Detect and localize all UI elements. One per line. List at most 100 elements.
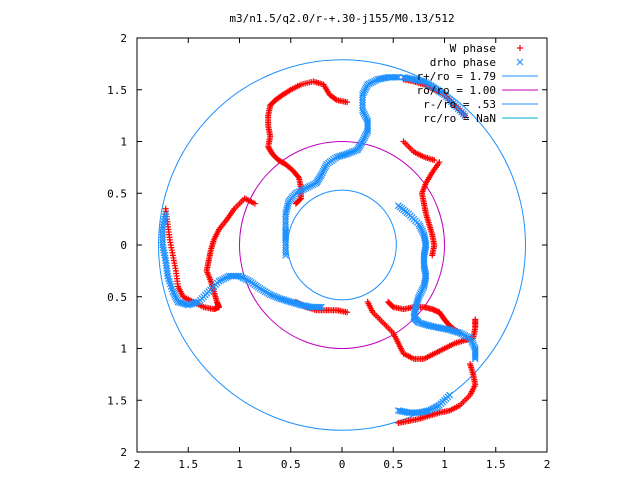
drho-phase-point bbox=[401, 74, 409, 82]
drho-phase-point bbox=[360, 134, 368, 142]
drho-phase-point bbox=[400, 73, 407, 81]
drho-phase-point bbox=[362, 84, 370, 92]
drho-phase-point bbox=[159, 241, 167, 249]
x-tick-label: 0.5 bbox=[383, 458, 403, 471]
drho-phase-point bbox=[359, 108, 367, 116]
drho-phase-point bbox=[359, 91, 366, 99]
drho-phase-point bbox=[360, 110, 368, 118]
drho-phase-point bbox=[416, 222, 424, 230]
drho-phase-point bbox=[417, 289, 425, 297]
drho-phase-point bbox=[360, 88, 368, 95]
x-tick-label: 1 bbox=[236, 458, 243, 471]
drho-phase-point bbox=[283, 204, 291, 212]
w-phase-point bbox=[395, 420, 402, 427]
legend-label: drho phase bbox=[430, 56, 496, 69]
y-tick-label: 1 bbox=[120, 136, 127, 149]
drho-phase-point bbox=[282, 238, 290, 246]
drho-phase-point bbox=[285, 198, 293, 205]
radius-circle bbox=[239, 141, 445, 349]
drho-phase-point bbox=[418, 288, 425, 295]
x-tick-label: 1 bbox=[441, 458, 448, 471]
w-phase-point bbox=[344, 309, 351, 316]
drho-phase-point bbox=[160, 220, 168, 228]
drho-phase-point bbox=[396, 407, 404, 415]
drho-phase-point bbox=[268, 291, 276, 299]
drho-phase-point bbox=[282, 246, 290, 254]
drho-phase-point bbox=[469, 339, 477, 347]
w-phase-point bbox=[431, 157, 438, 164]
y-tick-label: 0.5 bbox=[107, 291, 127, 304]
y-tick-label: 0 bbox=[120, 239, 127, 252]
drho-phase-point bbox=[418, 226, 425, 233]
drho-phase-point bbox=[159, 236, 167, 244]
x-tick-label: 2 bbox=[134, 458, 141, 471]
w-phase-point bbox=[472, 316, 479, 323]
drho-phase-point bbox=[282, 251, 290, 259]
drho-phase-point bbox=[172, 295, 180, 302]
w-phase-point bbox=[162, 205, 169, 212]
drho-phase-point bbox=[173, 296, 181, 304]
w-phase-point bbox=[429, 252, 436, 259]
drho-phase-point bbox=[161, 254, 169, 262]
drho-phase-point bbox=[321, 164, 329, 172]
drho-phase-point bbox=[282, 244, 290, 252]
drho-phase-point bbox=[160, 218, 168, 226]
drho-phase-point bbox=[359, 99, 366, 107]
drho-phase-point bbox=[466, 334, 474, 342]
drho-phase-point bbox=[282, 241, 290, 249]
drho-phase-point bbox=[170, 289, 178, 297]
drho-phase-point bbox=[335, 153, 343, 160]
drho-phase-point bbox=[420, 282, 428, 290]
series-layer bbox=[159, 73, 479, 427]
drho-phase-point bbox=[319, 167, 327, 175]
drho-phase-point bbox=[161, 251, 169, 259]
y-tick-label: 2 bbox=[120, 32, 127, 45]
drho-phase-point bbox=[419, 284, 427, 292]
drho-phase-point bbox=[359, 96, 366, 104]
drho-phase-point bbox=[359, 101, 366, 109]
y-tick-label: 2 bbox=[120, 446, 127, 459]
drho-phase-point bbox=[161, 213, 169, 220]
drho-phase-point bbox=[361, 86, 369, 94]
drho-phase-point bbox=[363, 129, 371, 137]
x-tick-label: 0.5 bbox=[281, 458, 301, 471]
w-phase-point bbox=[294, 173, 301, 180]
drho-phase-point bbox=[283, 206, 291, 214]
drho-phase-point bbox=[471, 353, 479, 361]
w-phase-point bbox=[292, 200, 299, 207]
legend-marker-cross bbox=[516, 58, 524, 66]
drho-phase-series bbox=[159, 73, 479, 417]
y-tick-label: 1 bbox=[120, 343, 127, 356]
drho-phase-point bbox=[282, 218, 290, 226]
drho-phase-point bbox=[174, 298, 182, 306]
drho-phase-point bbox=[471, 355, 479, 363]
x-tick-label: 0 bbox=[339, 458, 346, 471]
drho-phase-point bbox=[362, 113, 370, 121]
drho-phase-point bbox=[363, 82, 371, 90]
x-tick-label: 2 bbox=[544, 458, 551, 471]
drho-phase-point bbox=[282, 236, 290, 244]
drho-phase-point bbox=[418, 286, 426, 294]
drho-phase-point bbox=[172, 293, 179, 301]
drho-phase-point bbox=[418, 227, 426, 235]
drho-phase-point bbox=[284, 202, 292, 210]
y-tick-label: 1.5 bbox=[107, 84, 127, 97]
drho-phase-point bbox=[282, 249, 290, 257]
drho-phase-point bbox=[159, 231, 167, 239]
drho-phase-point bbox=[162, 257, 170, 264]
x-tick-label: 1.5 bbox=[486, 458, 506, 471]
drho-phase-point bbox=[162, 210, 170, 218]
drho-phase-point bbox=[282, 220, 290, 228]
drho-phase-point bbox=[361, 132, 369, 140]
x-axis: 2 1.5 1 0.5 0 0.5 1 1.5 2 bbox=[134, 38, 551, 471]
drho-phase-point bbox=[470, 341, 477, 349]
radius-circle bbox=[158, 59, 526, 431]
y-tick-label: 1.5 bbox=[107, 394, 127, 407]
drho-phase-point bbox=[362, 131, 370, 139]
drho-phase-point bbox=[468, 338, 476, 346]
drho-phase-point bbox=[359, 107, 366, 114]
y-axis: 2 1.5 1 0.5 0 0.5 1 1.5 2 bbox=[107, 32, 547, 459]
drho-phase-point bbox=[161, 215, 169, 223]
radius-circle bbox=[287, 189, 397, 301]
